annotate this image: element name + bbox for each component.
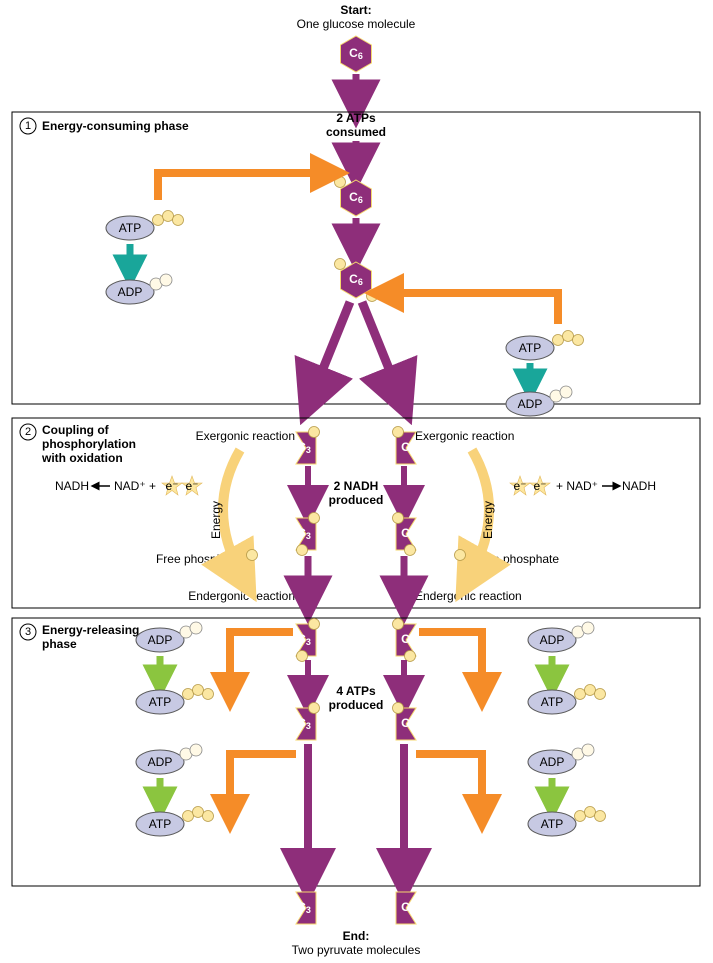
- svg-text:Endergonic reaction: Endergonic reaction: [415, 589, 522, 603]
- svg-text:1: 1: [25, 120, 31, 132]
- svg-text:4 ATPs: 4 ATPs: [336, 684, 376, 698]
- svg-text:C3: C3: [401, 440, 415, 455]
- svg-text:NAD⁺ +: NAD⁺ +: [114, 479, 156, 493]
- svg-text:ATP: ATP: [519, 341, 541, 355]
- svg-text:ADP: ADP: [148, 633, 173, 647]
- svg-text:NADH: NADH: [622, 479, 656, 493]
- svg-text:ADP: ADP: [518, 397, 543, 411]
- svg-text:e⁻: e⁻: [533, 479, 546, 493]
- start-title: Start:: [340, 3, 371, 17]
- glycolysis-diagram: Start: One glucose molecule C6 1 Energy-…: [0, 0, 713, 963]
- svg-text:ADP: ADP: [540, 633, 565, 647]
- svg-text:produced: produced: [329, 493, 384, 507]
- svg-text:ADP: ADP: [148, 755, 173, 769]
- svg-text:Exergonic reaction: Exergonic reaction: [196, 429, 295, 443]
- svg-text:C3: C3: [401, 900, 415, 915]
- svg-text:ATP: ATP: [119, 221, 141, 235]
- svg-text:2: 2: [25, 426, 31, 438]
- svg-text:ATP: ATP: [149, 817, 171, 831]
- svg-text:ATP: ATP: [149, 695, 171, 709]
- svg-text:ADP: ADP: [540, 755, 565, 769]
- svg-text:Energy: Energy: [209, 501, 223, 539]
- svg-text:e⁻: e⁻: [185, 479, 198, 493]
- end-title: End:: [343, 929, 370, 943]
- diagram-svg: Start: One glucose molecule C6 1 Energy-…: [0, 0, 713, 963]
- phase1-callout-2: consumed: [326, 125, 386, 139]
- phase1-callout-1: 2 ATPs: [336, 111, 376, 125]
- svg-text:produced: produced: [329, 698, 384, 712]
- svg-text:2 NADH: 2 NADH: [334, 479, 379, 493]
- svg-text:ATP: ATP: [541, 817, 563, 831]
- end-sub: Two pyruvate molecules: [292, 943, 421, 957]
- svg-text:Exergonic reaction: Exergonic reaction: [415, 429, 514, 443]
- svg-text:Free phosphate: Free phosphate: [475, 552, 559, 566]
- svg-text:with oxidation: with oxidation: [41, 451, 123, 465]
- phase3-box: [12, 618, 700, 886]
- svg-text:Endergonic reaction: Endergonic reaction: [188, 589, 295, 603]
- svg-text:NADH: NADH: [55, 479, 89, 493]
- start-sub: One glucose molecule: [297, 17, 416, 31]
- arrow-orange: [158, 173, 330, 200]
- svg-text:Energy-releasing: Energy-releasing: [42, 623, 139, 637]
- svg-text:e⁻: e⁻: [165, 479, 178, 493]
- svg-text:+ NAD⁺: + NAD⁺: [556, 479, 598, 493]
- svg-text:phase: phase: [42, 637, 77, 651]
- svg-text:phosphorylation: phosphorylation: [42, 437, 136, 451]
- phase2-t1: Coupling of: [42, 423, 110, 437]
- svg-text:Energy: Energy: [481, 501, 495, 539]
- phase1-title: Energy-consuming phase: [42, 119, 189, 133]
- svg-text:3: 3: [25, 626, 31, 638]
- svg-text:ADP: ADP: [118, 285, 143, 299]
- svg-text:C3: C3: [401, 526, 415, 541]
- svg-text:C3: C3: [401, 716, 415, 731]
- svg-text:C3: C3: [401, 632, 415, 647]
- svg-text:ATP: ATP: [541, 695, 563, 709]
- svg-text:e⁻: e⁻: [513, 479, 526, 493]
